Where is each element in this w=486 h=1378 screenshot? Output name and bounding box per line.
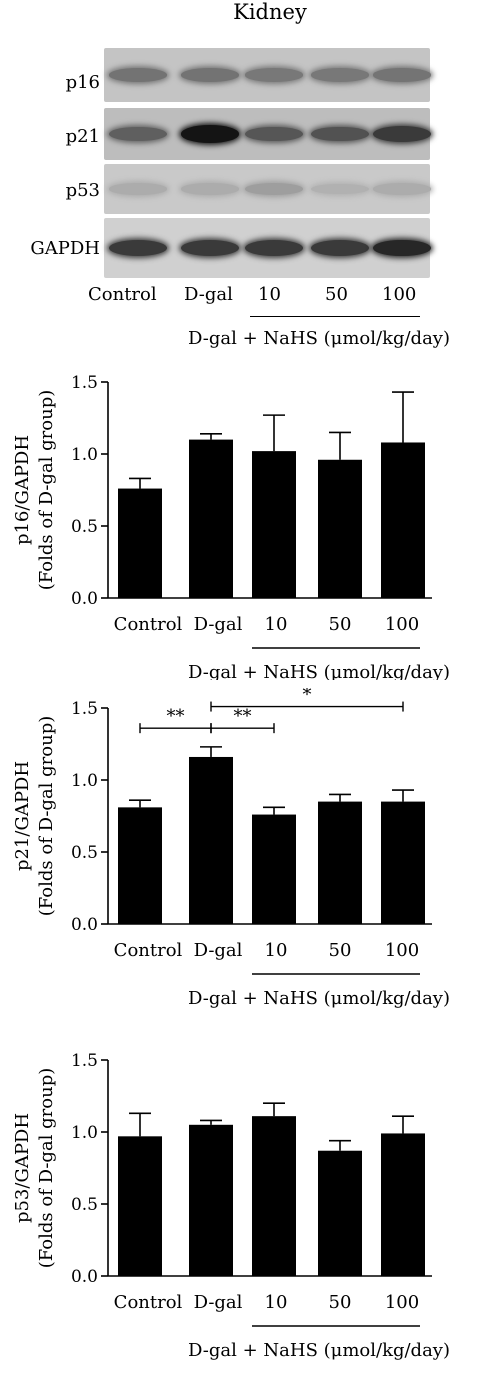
treatment-label: D-gal + NaHS (μmol/kg/day) bbox=[188, 1340, 450, 1361]
blot-treatment-line bbox=[250, 316, 420, 317]
x-tick-label: D-gal bbox=[194, 614, 243, 635]
blot-title: Kidney bbox=[233, 0, 307, 24]
blot-label-p21: p21 bbox=[65, 126, 100, 147]
treatment-label: D-gal + NaHS (μmol/kg/day) bbox=[188, 988, 450, 1009]
chart-p16: 0.0 0.5 1.0 1.5 p16/GAPDH (Folds of D-gal gro… bbox=[12, 373, 450, 680]
x-tick-label: Control bbox=[114, 614, 183, 635]
bar bbox=[318, 801, 362, 924]
significance-label: ** bbox=[167, 706, 185, 727]
x-tick-label: 100 bbox=[385, 614, 419, 635]
blot-treatment-label: D-gal + NaHS (μmol/kg/day) bbox=[188, 328, 451, 349]
y-tick-label: 0.5 bbox=[71, 517, 98, 537]
bar bbox=[118, 807, 162, 924]
blot-band bbox=[181, 68, 239, 82]
chart-p53: 0.0 0.5 1.0 1.5 p53/GAPDH (Folds of D-gal gro… bbox=[12, 1051, 450, 1361]
x-tick-label: 50 bbox=[329, 940, 352, 961]
blot-label-gapdh: GAPDH bbox=[30, 238, 100, 259]
x-tick-label: 10 bbox=[265, 1292, 288, 1313]
blot-strip-p16 bbox=[104, 48, 431, 102]
significance-label: * bbox=[303, 688, 312, 706]
blot-label-p53: p53 bbox=[65, 180, 100, 201]
blot-band bbox=[373, 68, 431, 82]
y-tick-label: 1.0 bbox=[71, 445, 98, 465]
bar bbox=[252, 451, 296, 598]
bar bbox=[189, 1124, 233, 1276]
y-axis-label-sub: (Folds of D-gal group) bbox=[36, 1068, 57, 1269]
x-tick-label: D-gal bbox=[194, 1292, 243, 1313]
bar bbox=[318, 1150, 362, 1276]
y-tick-label: 1.0 bbox=[71, 1123, 98, 1143]
blot-band bbox=[311, 240, 369, 256]
x-tick-label: D-gal bbox=[194, 940, 243, 961]
x-tick-label: 50 bbox=[329, 1292, 352, 1313]
blot-strip-p21 bbox=[104, 108, 431, 160]
x-tick-label: Control bbox=[114, 940, 183, 961]
blot-band bbox=[311, 183, 369, 195]
x-tick-label: Control bbox=[114, 1292, 183, 1313]
chart-p21: 0.0 0.5 1.0 1.5 p21/GAPDH (Folds of D-gal gro… bbox=[12, 688, 450, 1009]
bar bbox=[189, 439, 233, 598]
blot-band bbox=[311, 126, 369, 142]
y-axis-label: p53/GAPDH bbox=[12, 1113, 33, 1223]
y-tick-label: 0.5 bbox=[71, 1195, 98, 1215]
y-tick-label: 0.0 bbox=[71, 589, 98, 609]
lane-label-10: 10 bbox=[258, 284, 281, 305]
lane-label-control: Control bbox=[88, 284, 157, 305]
bar bbox=[381, 1133, 425, 1276]
blot-band bbox=[311, 68, 369, 82]
significance-label: ** bbox=[234, 706, 252, 727]
bar bbox=[381, 442, 425, 598]
x-tick-label: 100 bbox=[385, 940, 419, 961]
treatment-label: D-gal + NaHS (μmol/kg/day) bbox=[188, 662, 450, 680]
blot-band bbox=[245, 126, 303, 142]
blot-band bbox=[109, 240, 167, 256]
y-tick-label: 0.0 bbox=[71, 915, 98, 935]
lane-label-dgal: D-gal bbox=[184, 284, 233, 305]
bar bbox=[381, 801, 425, 924]
blot-strip-p53 bbox=[104, 164, 431, 214]
blot-band bbox=[181, 125, 239, 143]
blot-strip-gapdh bbox=[104, 218, 431, 278]
x-tick-label: 10 bbox=[265, 614, 288, 635]
bar bbox=[118, 488, 162, 598]
blot-label-p16: p16 bbox=[65, 72, 100, 93]
x-tick-label: 10 bbox=[265, 940, 288, 961]
blot-band bbox=[245, 240, 303, 256]
bar bbox=[252, 814, 296, 924]
bar bbox=[118, 1136, 162, 1276]
blot-band bbox=[109, 68, 167, 82]
y-axis-label-sub: (Folds of D-gal group) bbox=[36, 716, 57, 917]
bar bbox=[318, 459, 362, 598]
y-tick-label: 1.5 bbox=[71, 373, 98, 393]
y-tick-label: 0.0 bbox=[71, 1267, 98, 1287]
y-axis-label: p16/GAPDH bbox=[12, 435, 33, 545]
blot-band bbox=[373, 126, 431, 142]
blot-band bbox=[181, 183, 239, 195]
bar bbox=[189, 756, 233, 924]
blot-band bbox=[109, 183, 167, 195]
blot-band bbox=[245, 183, 303, 195]
blot-band bbox=[245, 68, 303, 82]
blot-band bbox=[181, 240, 239, 256]
lane-label-100: 100 bbox=[382, 284, 417, 305]
y-tick-label: 1.0 bbox=[71, 771, 98, 791]
y-axis-label-sub: (Folds of D-gal group) bbox=[36, 390, 57, 591]
blot-band bbox=[373, 183, 431, 195]
blot-band bbox=[109, 126, 167, 142]
x-tick-label: 50 bbox=[329, 614, 352, 635]
lane-label-50: 50 bbox=[325, 284, 348, 305]
y-tick-label: 1.5 bbox=[71, 1051, 98, 1071]
blot-band bbox=[373, 239, 431, 257]
y-tick-label: 0.5 bbox=[71, 843, 98, 863]
y-axis-label: p21/GAPDH bbox=[12, 761, 33, 871]
bar bbox=[252, 1116, 296, 1276]
x-tick-label: 100 bbox=[385, 1292, 419, 1313]
y-tick-label: 1.5 bbox=[71, 699, 98, 719]
